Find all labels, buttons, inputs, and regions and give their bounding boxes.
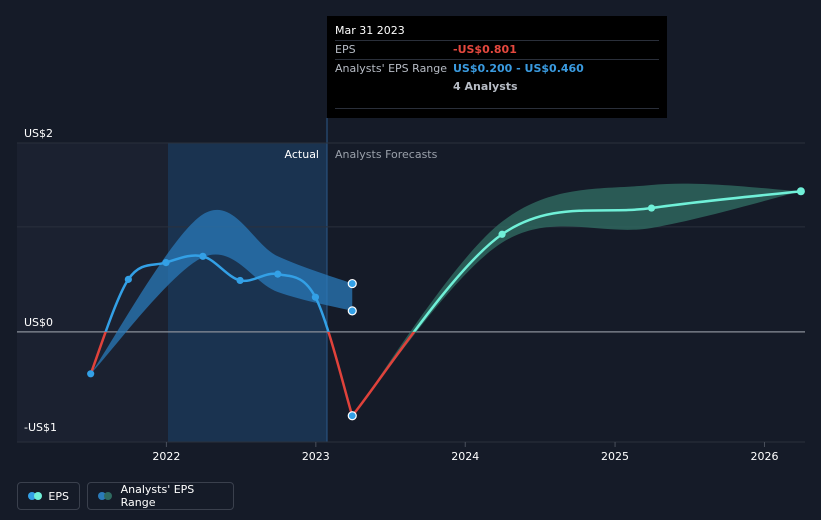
axis-labels: US$2 US$0 -US$1 2022 2023 2024 2025 2026: [24, 127, 778, 463]
range-legend-icon: [98, 492, 113, 500]
eps-point: [124, 275, 132, 283]
tooltip-row-analysts: 4 Analysts: [335, 78, 659, 96]
y-tick-label: US$2: [24, 127, 53, 140]
tooltip-row-eps: EPS -US$0.801: [335, 40, 659, 59]
tooltip: Mar 31 2023 EPS -US$0.801 Analysts' EPS …: [327, 16, 667, 118]
tooltip-eps-label: EPS: [335, 43, 356, 56]
eps-point: [647, 204, 656, 212]
tooltip-range-value: US$0.200 - US$0.460: [453, 62, 584, 75]
actual-label: Actual: [285, 148, 319, 161]
legend-range[interactable]: Analysts' EPS Range: [87, 482, 234, 510]
tooltip-eps-value: -US$0.801: [453, 43, 517, 56]
eps-chart: US$2 US$0 -US$1 2022 2023 2024 2025 2026 Actual…: [17, 118, 805, 463]
eps-point: [162, 259, 170, 267]
eps-point: [274, 270, 282, 278]
eps-point: [87, 370, 95, 378]
eps-legend-icon: [28, 492, 42, 500]
x-tick-label: 2024: [451, 450, 479, 463]
eps-point: [199, 252, 207, 260]
y-tick-label: -US$1: [24, 421, 57, 434]
tooltip-date: Mar 31 2023: [335, 24, 405, 37]
actual-range-band: [90, 209, 353, 374]
range-endpoint-point: [347, 306, 357, 316]
tooltip-analysts-value: 4 Analysts: [453, 80, 518, 93]
legend-eps-label: EPS: [48, 489, 69, 503]
y-tick-label: US$0: [24, 316, 53, 329]
x-tick-label: 2023: [302, 450, 330, 463]
range-endpoint-point: [347, 278, 357, 289]
tooltip-analysts-label: [335, 78, 453, 96]
tooltip-row-range: Analysts' EPS Range US$0.200 - US$0.460: [335, 59, 659, 78]
tooltip-range-label: Analysts' EPS Range: [335, 62, 448, 75]
x-tick-label: 2026: [750, 450, 778, 463]
legend-range-label: Analysts' EPS Range: [120, 483, 195, 509]
x-tick-label: 2025: [601, 450, 629, 463]
eps-point: [236, 276, 244, 285]
eps-point: [311, 293, 320, 301]
forecast-label: Analysts Forecasts: [335, 148, 438, 161]
tooltip-divider: [335, 108, 659, 109]
legend-eps[interactable]: EPS: [17, 482, 80, 510]
x-tick-label: 2022: [152, 450, 180, 463]
eps-point: [498, 230, 506, 238]
forecast-end-point: [796, 187, 805, 196]
eps-point: [347, 411, 357, 421]
eps-range-bands: [90, 183, 801, 416]
eps-points: [87, 187, 805, 421]
eps-line-forecast-negative: [351, 331, 416, 417]
eps-line-forecast: [412, 190, 802, 332]
forecast-range-band: [352, 183, 801, 416]
